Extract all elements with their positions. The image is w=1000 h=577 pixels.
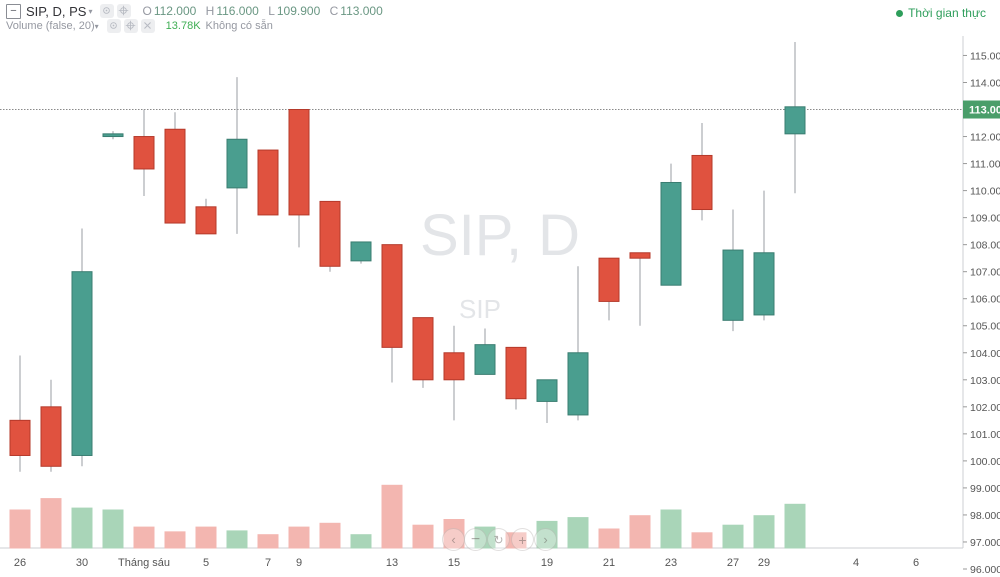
svg-text:114.000: 114.000 [970, 77, 1000, 89]
svg-text:107.000: 107.000 [970, 267, 1000, 279]
svg-text:113.000: 113.000 [969, 105, 1000, 117]
svg-text:101.000: 101.000 [970, 429, 1000, 441]
svg-text:23: 23 [665, 557, 677, 569]
svg-text:4: 4 [853, 557, 859, 569]
svg-text:13: 13 [386, 557, 398, 569]
svg-text:30: 30 [76, 557, 88, 569]
svg-text:9: 9 [296, 557, 302, 569]
svg-text:111.000: 111.000 [970, 159, 1000, 171]
svg-text:21: 21 [603, 557, 615, 569]
svg-text:115.000: 115.000 [970, 50, 1000, 62]
svg-text:27: 27 [727, 557, 739, 569]
svg-text:96.000: 96.000 [970, 564, 1000, 576]
svg-text:15: 15 [448, 557, 460, 569]
svg-text:100.000: 100.000 [970, 456, 1000, 468]
svg-text:5: 5 [203, 557, 209, 569]
svg-text:110.000: 110.000 [970, 186, 1000, 198]
svg-text:105.000: 105.000 [970, 321, 1000, 333]
svg-text:112.000: 112.000 [970, 132, 1000, 144]
svg-text:29: 29 [758, 557, 770, 569]
svg-text:SIP, D: SIP, D [420, 203, 580, 268]
svg-text:Tháng sáu: Tháng sáu [118, 557, 170, 569]
svg-text:106.000: 106.000 [970, 294, 1000, 306]
svg-text:26: 26 [14, 557, 26, 569]
svg-text:7: 7 [265, 557, 271, 569]
svg-text:108.000: 108.000 [970, 240, 1000, 252]
svg-text:109.000: 109.000 [970, 213, 1000, 225]
svg-text:19: 19 [541, 557, 553, 569]
svg-text:104.000: 104.000 [970, 348, 1000, 360]
svg-text:102.000: 102.000 [970, 402, 1000, 414]
svg-text:99.000: 99.000 [970, 483, 1000, 495]
svg-text:103.000: 103.000 [970, 375, 1000, 387]
svg-text:98.000: 98.000 [970, 510, 1000, 522]
svg-text:97.000: 97.000 [970, 537, 1000, 549]
svg-text:6: 6 [913, 557, 919, 569]
svg-text:SIP: SIP [459, 294, 501, 324]
